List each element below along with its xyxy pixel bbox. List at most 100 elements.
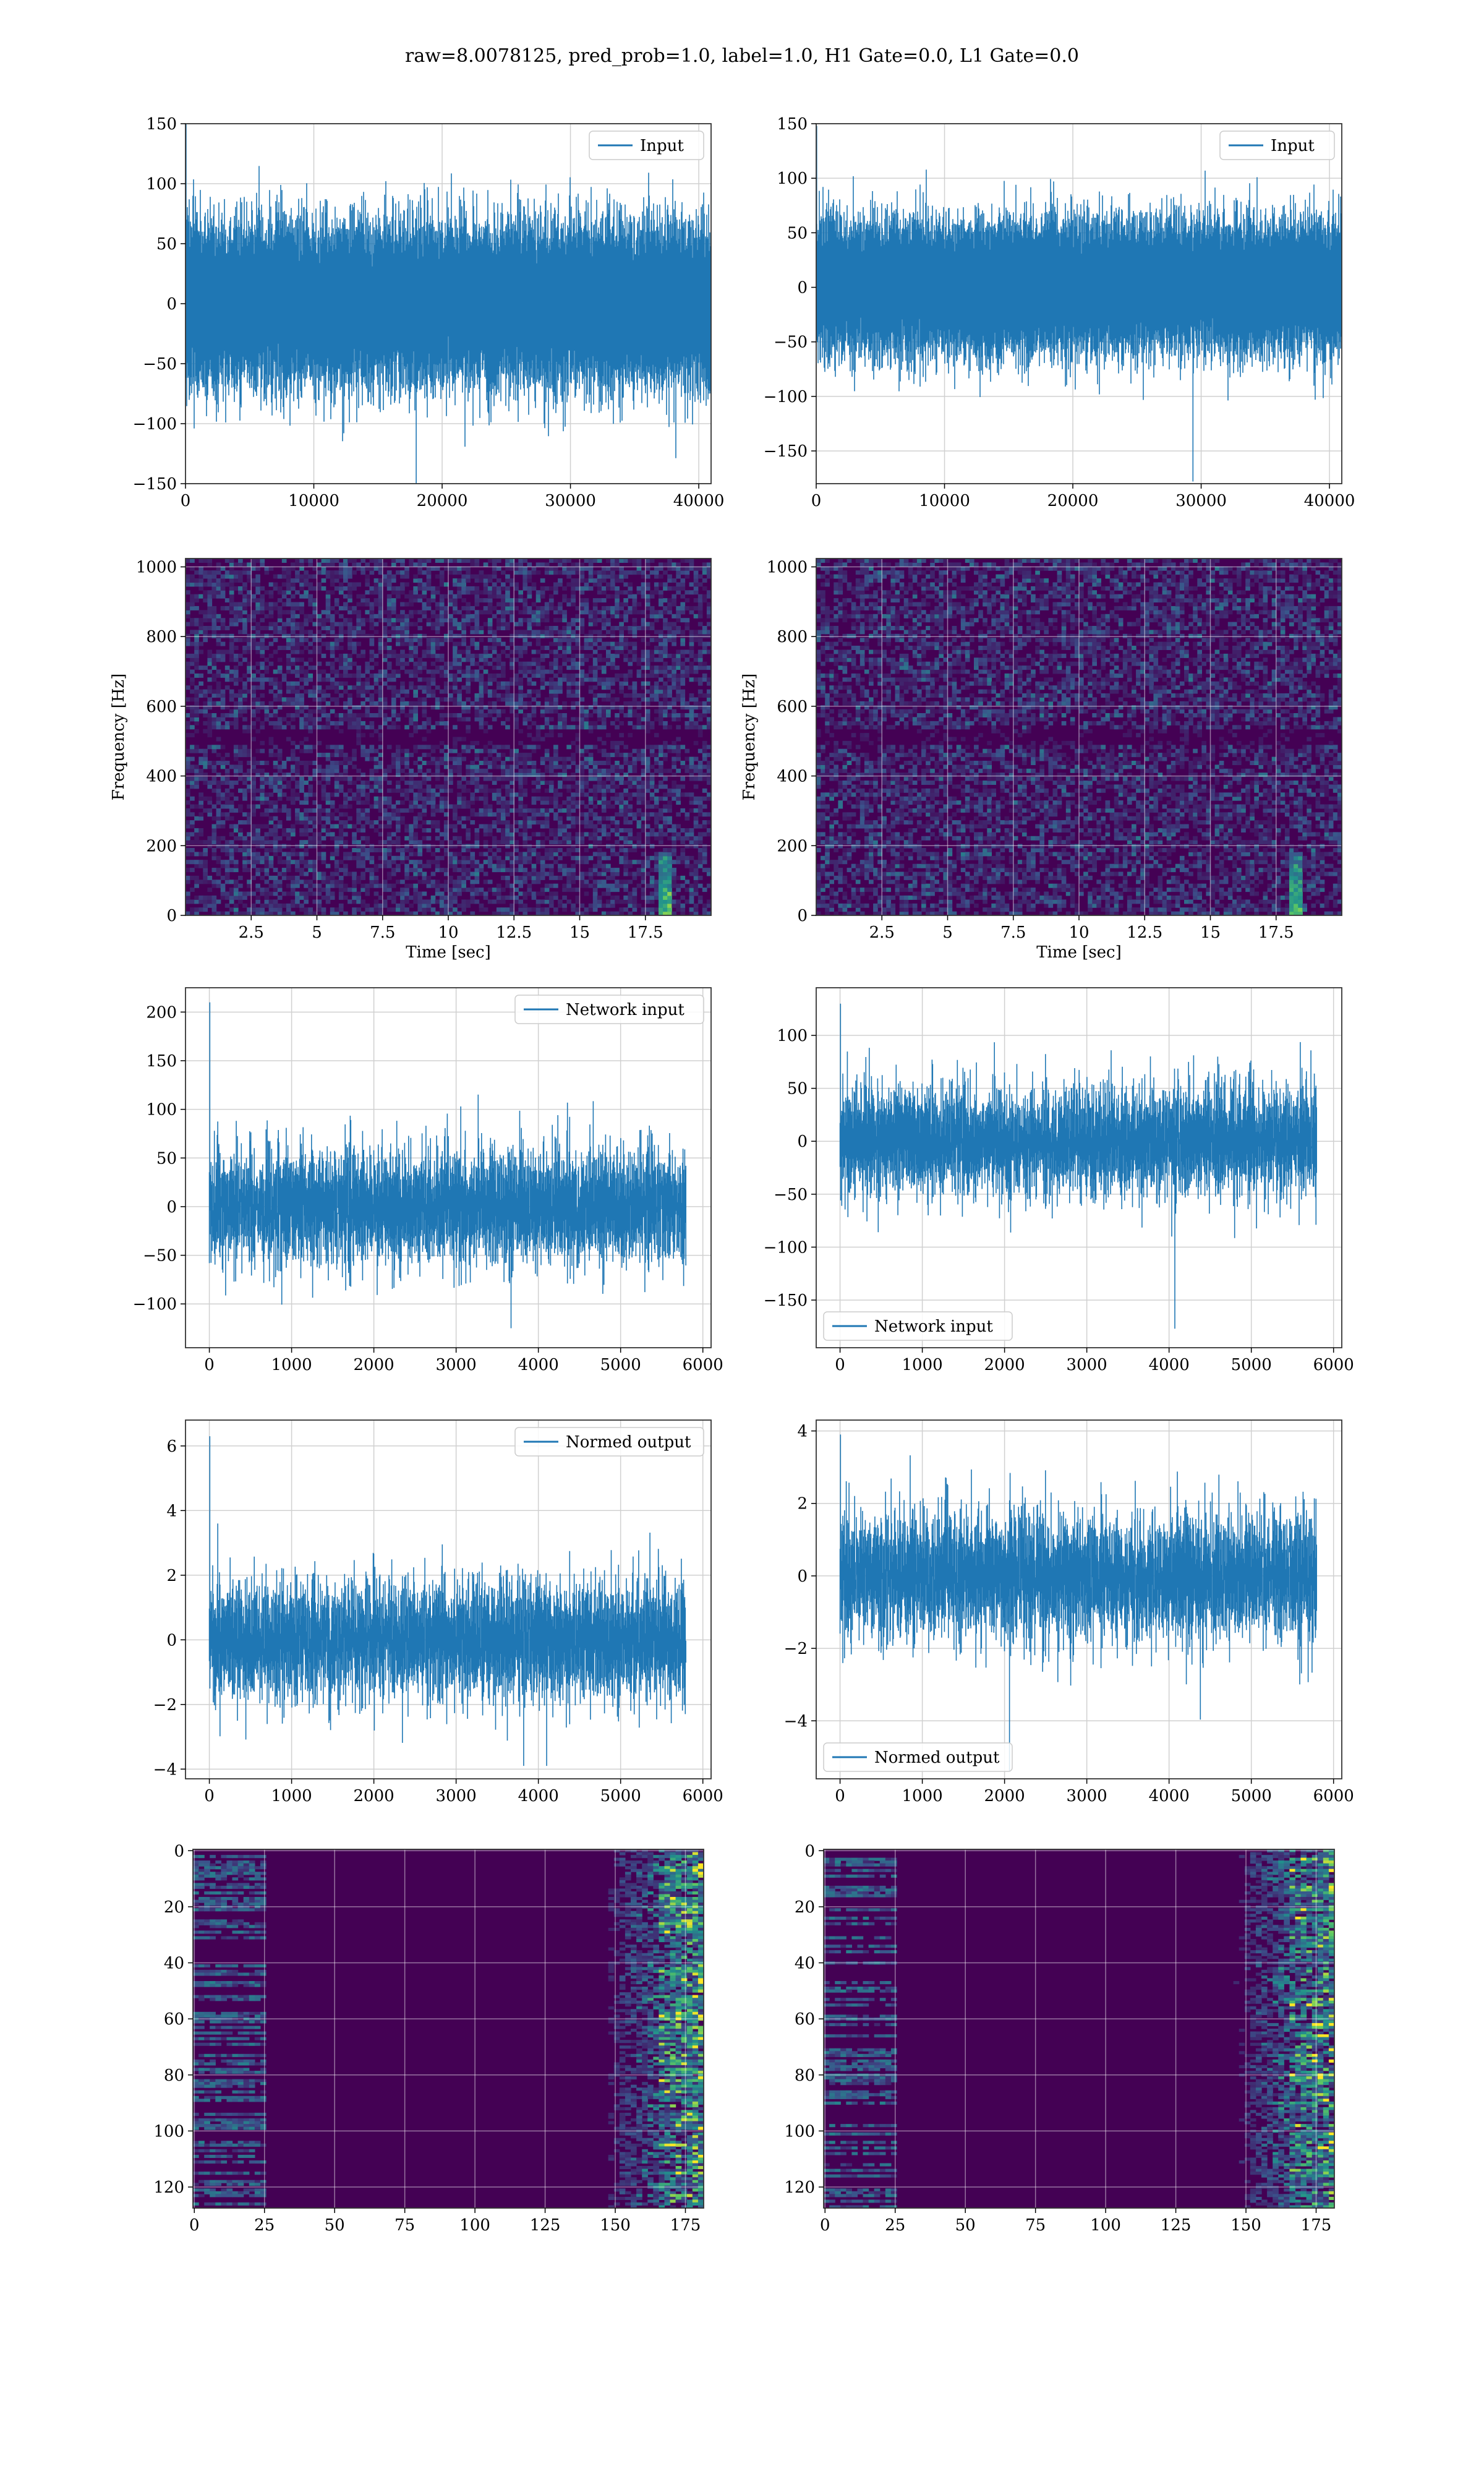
heatmap-cell — [584, 709, 589, 714]
heatmap-cell — [514, 673, 519, 678]
heatmap-cell — [501, 626, 506, 630]
heatmap-cell — [312, 911, 318, 915]
heatmap-cell — [190, 840, 195, 845]
heatmap-cell — [190, 618, 195, 623]
heatmap-cell — [295, 863, 300, 868]
heatmap-cell — [338, 907, 344, 912]
heatmap-cell — [203, 701, 208, 706]
heatmap-cell — [566, 570, 571, 575]
axes-frame — [816, 123, 1342, 484]
heatmap-cell — [281, 677, 287, 682]
heatmap-cell — [597, 840, 602, 845]
heatmap-cell — [409, 860, 414, 865]
heatmap-cell — [592, 602, 598, 607]
heatmap-cell — [186, 808, 190, 813]
heatmap-cell — [277, 895, 283, 900]
heatmap-cell — [453, 681, 458, 686]
heatmap-cell — [404, 883, 409, 888]
heatmap-cell — [365, 784, 370, 789]
heatmap-cell — [334, 586, 339, 591]
heatmap-cell — [413, 883, 418, 888]
heatmap-cell — [382, 610, 388, 615]
heatmap-cell — [522, 804, 528, 809]
heatmap-cell — [601, 657, 607, 662]
heatmap-cell — [479, 713, 484, 717]
heatmap-cell — [299, 800, 304, 805]
heatmap-cell — [588, 566, 594, 571]
heatmap-cell — [194, 606, 199, 610]
heatmap-cell — [238, 895, 243, 900]
heatmap-cell — [487, 776, 493, 781]
heatmap-cell — [426, 796, 432, 801]
heatmap-cell — [317, 899, 322, 904]
heatmap-cell — [562, 863, 567, 868]
heatmap-cell — [535, 669, 541, 674]
heatmap-cell — [514, 855, 519, 860]
heatmap-cell — [194, 828, 199, 833]
heatmap-cell — [553, 911, 558, 915]
heatmap-cell — [558, 832, 563, 837]
heatmap-cell — [466, 666, 471, 670]
heatmap-cell — [588, 578, 594, 583]
heatmap-cell — [186, 666, 190, 670]
heatmap-cell — [409, 868, 414, 873]
heatmap-cell — [592, 661, 598, 666]
heatmap-cell — [527, 820, 532, 825]
heatmap-cell — [295, 649, 300, 654]
heatmap-cell — [186, 725, 190, 730]
heatmap-cell — [422, 804, 427, 809]
heatmap-cell — [365, 812, 370, 817]
heatmap-cell — [325, 693, 331, 698]
heatmap-cell — [514, 677, 519, 682]
heatmap-cell — [343, 653, 348, 658]
heatmap-cell — [496, 753, 501, 758]
heatmap-cell — [299, 666, 304, 670]
heatmap-cell — [373, 776, 379, 781]
heatmap-cell — [369, 586, 375, 591]
heatmap-cell — [453, 649, 458, 654]
heatmap-cell — [400, 586, 405, 591]
heatmap-cell — [203, 907, 208, 912]
heatmap-cell — [194, 638, 199, 643]
heatmap-cell — [606, 891, 611, 896]
heatmap-cell — [453, 899, 458, 904]
heatmap-cell — [544, 697, 550, 702]
heatmap-cell — [417, 594, 423, 599]
heatmap-cell — [295, 875, 300, 880]
heatmap-cell — [553, 570, 558, 575]
heatmap-cell — [439, 669, 445, 674]
heatmap-cell — [317, 562, 322, 567]
heatmap-cell — [571, 705, 576, 710]
heatmap-cell — [386, 582, 392, 587]
heatmap-cell — [457, 903, 462, 908]
heatmap-cell — [597, 863, 602, 868]
heatmap-cell — [207, 836, 213, 841]
heatmap-cell — [426, 784, 432, 789]
heatmap-cell — [186, 669, 190, 674]
heatmap-cell — [356, 740, 361, 745]
heatmap-cell — [501, 836, 506, 841]
heatmap-cell — [273, 709, 278, 714]
heatmap-cell — [531, 800, 537, 805]
heatmap-cell — [535, 693, 541, 698]
heatmap-cell — [422, 812, 427, 817]
heatmap-cell — [496, 788, 501, 793]
heatmap-cell — [579, 875, 585, 880]
heatmap-cell — [531, 630, 537, 635]
heatmap-cell — [207, 729, 213, 734]
heatmap-cell — [426, 721, 432, 726]
heatmap-cell — [295, 880, 300, 884]
heatmap-cell — [238, 899, 243, 904]
heatmap-cell — [304, 646, 309, 650]
heatmap-cell — [404, 781, 409, 785]
heatmap-cell — [474, 812, 480, 817]
heatmap-cell — [409, 641, 414, 646]
heatmap-cell — [426, 848, 432, 852]
heatmap-cell — [373, 907, 379, 912]
heatmap-cell — [535, 776, 541, 781]
heatmap-cell — [566, 784, 571, 789]
heatmap-cell — [369, 788, 375, 793]
heatmap-cell — [238, 590, 243, 595]
heatmap-cell — [505, 773, 510, 777]
heatmap-cell — [404, 570, 409, 575]
